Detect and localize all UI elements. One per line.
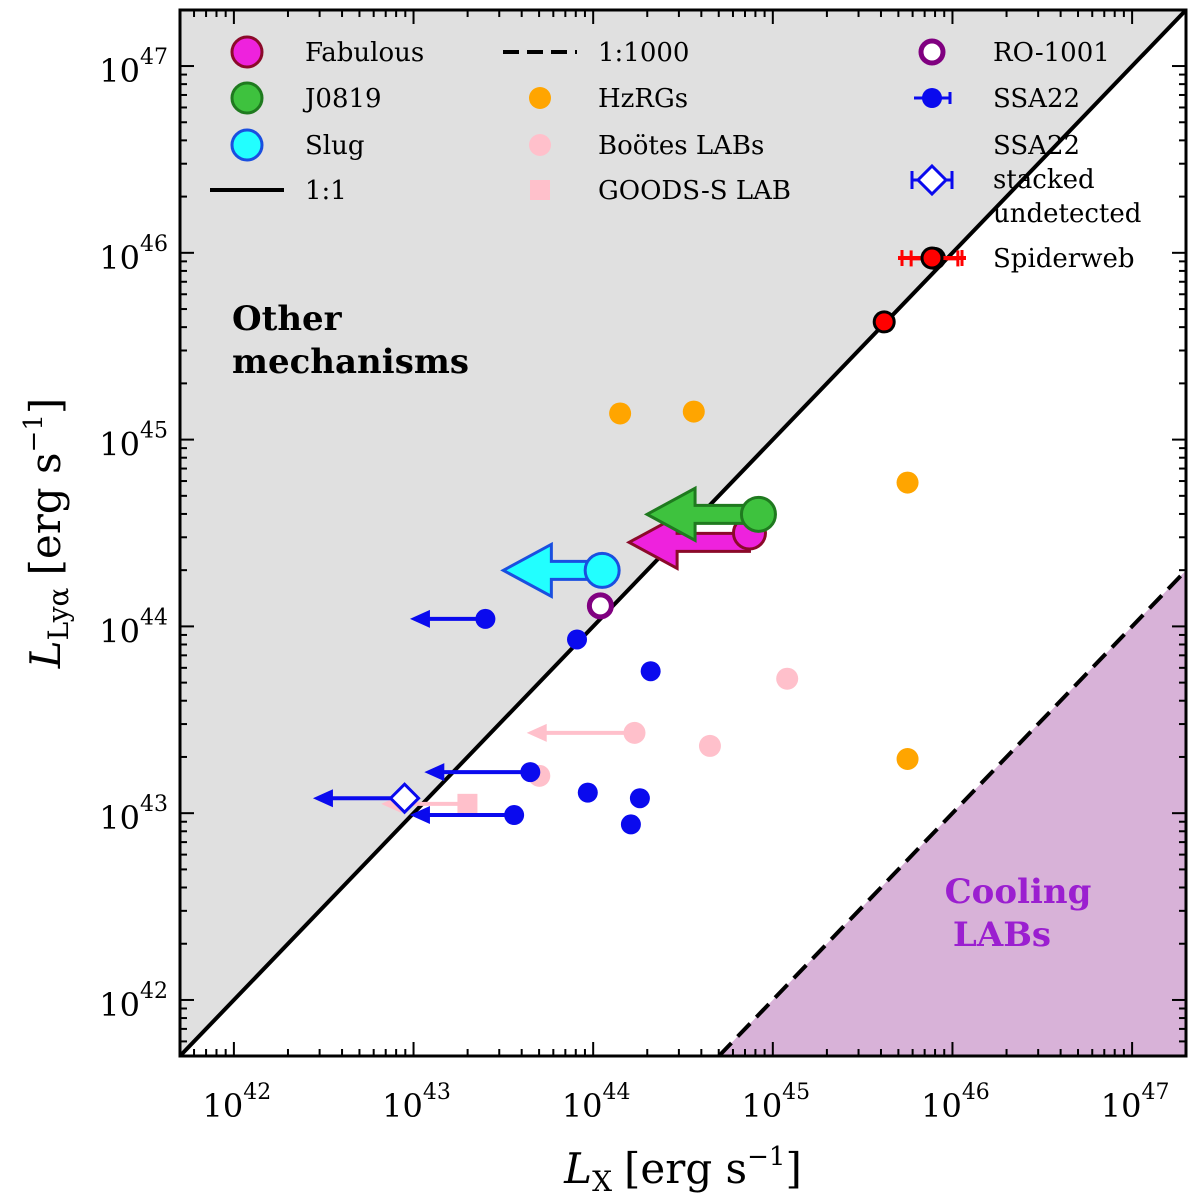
hzrg-point (682, 400, 705, 423)
legend-stacked-marker (915, 163, 949, 197)
legend-spiderweb-label: Spiderweb (993, 244, 1135, 274)
legend-bootes-label: Boötes LABs (598, 131, 764, 161)
spiderweb-point (872, 310, 896, 334)
plot-frame (178, 8, 1188, 1058)
ssa22-point (620, 814, 641, 835)
ssa22-point (504, 805, 525, 826)
legend-goods-marker (530, 180, 550, 200)
legend-j0819: J0819 (230, 81, 382, 115)
legend-goods: GOODS-S LAB (530, 176, 791, 206)
legend-slug-label: Slug (305, 131, 365, 161)
legend-slug-marker (230, 128, 264, 162)
legend-bootes: Boötes LABs (529, 131, 764, 161)
ssa22-point (577, 782, 598, 803)
bootes-point (776, 667, 799, 690)
ssa22-point (629, 788, 650, 809)
legend-stacked-label-3: undetected (993, 199, 1141, 229)
legend-bootes-marker (529, 134, 551, 156)
one-to-thousand-line (717, 568, 1186, 1056)
legend-ro1001: RO-1001 (918, 38, 1110, 68)
data-marks (312, 246, 960, 835)
legend-spiderweb-marker (920, 246, 944, 270)
x-tick-label: 1047 (1101, 1080, 1170, 1125)
legend-ro1001-marker (918, 38, 946, 66)
legend-ssa22-marker (922, 88, 942, 108)
ro1001-point (586, 592, 614, 620)
y-tick-label: 1045 (99, 419, 168, 464)
legend-spiderweb: Spiderweb (898, 244, 1135, 274)
bootes-point (698, 734, 721, 757)
x-tick-label: 1043 (382, 1080, 451, 1125)
ssa22-arrow-head (409, 609, 430, 628)
legend-stacked-label-1: SSA22 (993, 131, 1080, 161)
ssa22-point (475, 608, 496, 629)
legend-one-to-thousand-label: 1:1000 (598, 38, 689, 68)
y-tick-label: 1044 (99, 605, 168, 650)
legend-j0819-marker (230, 81, 264, 115)
stacked-point (388, 782, 421, 815)
plot-area (180, 10, 1186, 1056)
legend-slug: Slug (230, 128, 365, 162)
ssa22-arrow-head (409, 806, 430, 825)
legend-hzrgs: HzRGs (529, 84, 688, 114)
legend: Fabulous J0819 Slug 1:1 1:1000 HzRGs Boö… (210, 35, 1141, 274)
ssa22-point (520, 762, 541, 783)
cooling-labs-label-line1: Cooling (945, 872, 1092, 912)
axis-ticks: 1042 1043 1044 1045 1046 1047 1042 1043 1044 1045… (99, 10, 1186, 1125)
y-tick-label: 1046 (99, 232, 168, 277)
legend-hzrgs-marker (529, 87, 551, 109)
y-tick-label: 1047 (99, 45, 168, 90)
ssa22-arrow-head (424, 763, 445, 782)
x-tick-label: 1044 (562, 1080, 631, 1125)
x-tick-label: 1045 (741, 1080, 810, 1125)
hzrg-point (896, 471, 919, 494)
legend-stacked-label-2: stacked (993, 165, 1095, 195)
j0819-point (739, 495, 777, 533)
x-tick-label: 1046 (921, 1080, 990, 1125)
legend-ssa22-stacked: SSA22 stacked undetected (910, 131, 1141, 229)
other-mechanisms-label-line1: Other (232, 299, 343, 339)
y-tick-label: 1043 (99, 792, 168, 837)
legend-hzrgs-label: HzRGs (598, 84, 688, 114)
x-axis-label: LX [erg s−1] (563, 1142, 802, 1198)
y-axis-label-group: LLyα[erg s−1] (19, 398, 75, 670)
x-tick-label: 1042 (203, 1080, 272, 1125)
legend-one-to-one: 1:1 (210, 176, 347, 206)
legend-one-to-thousand: 1:1000 (503, 38, 689, 68)
legend-fabulous: Fabulous (230, 35, 424, 69)
ssa22-point (567, 629, 588, 650)
hzrg-point (896, 748, 919, 771)
legend-fabulous-marker (230, 35, 264, 69)
goods-point (457, 793, 478, 814)
slug-point (583, 551, 621, 589)
legend-one-to-one-label: 1:1 (305, 176, 347, 206)
legend-fabulous-label: Fabulous (305, 38, 424, 68)
other-mechanisms-label-line2: mechanisms (232, 342, 469, 382)
legend-goods-label: GOODS-S LAB (598, 176, 791, 206)
hzrg-point (609, 402, 632, 425)
legend-ssa22: SSA22 (914, 84, 1080, 114)
stacked-arrow-head (312, 789, 333, 808)
bootes-arrow-head (526, 723, 547, 742)
cooling-labs-label-line2: LABs (953, 915, 1051, 955)
bootes-point (623, 721, 646, 744)
y-tick-label: 1042 (99, 979, 168, 1024)
y-axis-label: LLyα[erg s−1] (19, 398, 75, 670)
legend-ssa22-label: SSA22 (993, 84, 1080, 114)
legend-j0819-label: J0819 (302, 84, 382, 114)
ssa22-point (640, 661, 661, 682)
legend-ro1001-label: RO-1001 (993, 38, 1110, 68)
